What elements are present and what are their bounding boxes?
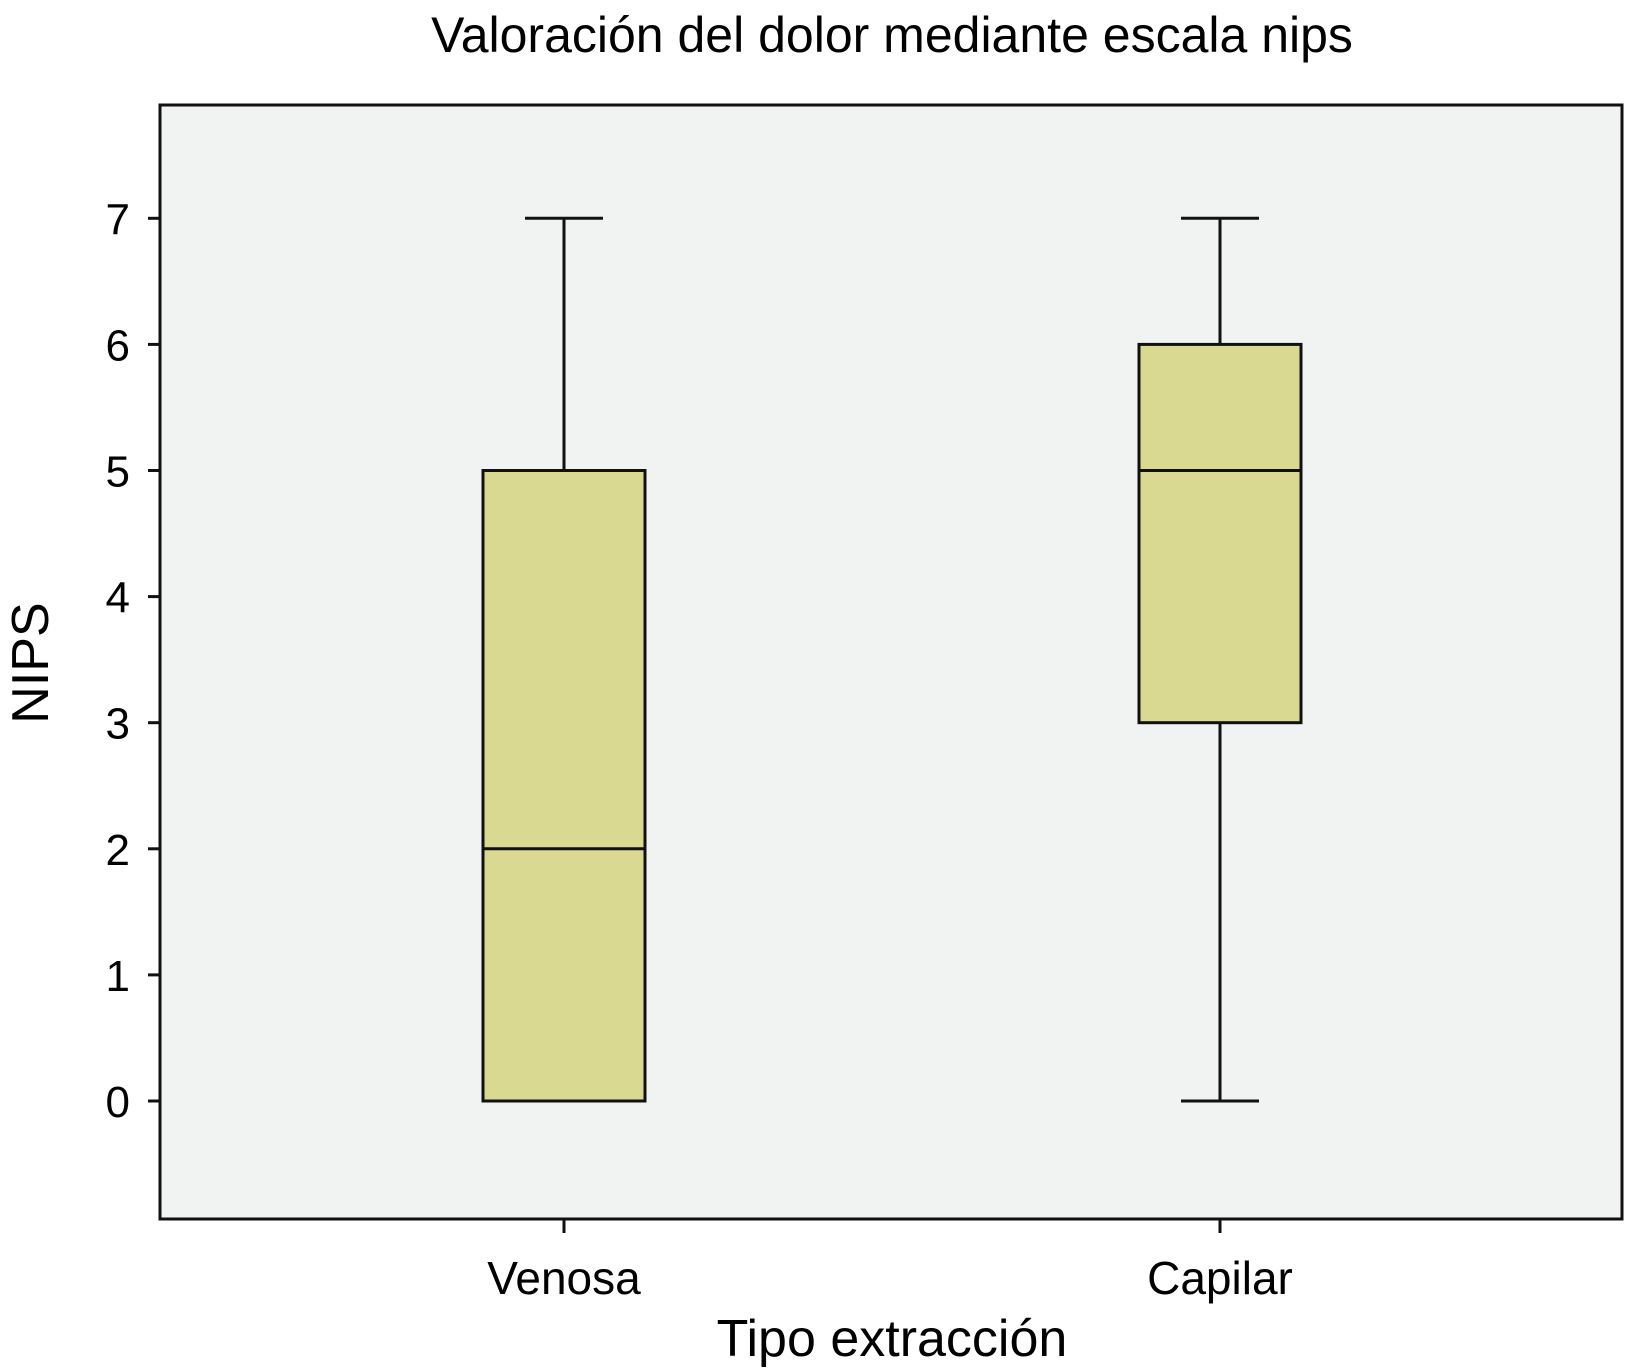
x-tick-label: Venosa [487, 1252, 641, 1304]
y-tick-label: 6 [106, 321, 130, 370]
box-series [481, 216, 1303, 1103]
iqr-box [481, 469, 647, 1103]
box-capilar [1137, 216, 1303, 1103]
y-tick-label: 1 [106, 952, 130, 1001]
x-axis: Venosa Capilar [487, 1219, 1293, 1304]
y-tick-label: 2 [106, 826, 130, 875]
x-tick-label: Capilar [1147, 1252, 1293, 1304]
y-axis: 0 1 2 3 4 5 6 7 [106, 195, 160, 1127]
y-axis-title: NIPS [2, 602, 60, 723]
y-tick-label: 0 [106, 1078, 130, 1127]
plot-area [158, 103, 1624, 1221]
y-tick-label: 4 [106, 574, 130, 623]
chart-title: Valoración del dolor mediante escala nip… [431, 7, 1353, 63]
iqr-box [1137, 342, 1303, 725]
y-tick-label: 5 [106, 448, 130, 497]
box-venosa [481, 216, 647, 1103]
y-tick-label: 3 [106, 700, 130, 749]
x-axis-title: Tipo extracción [717, 1310, 1068, 1368]
y-tick-label: 7 [106, 195, 130, 244]
